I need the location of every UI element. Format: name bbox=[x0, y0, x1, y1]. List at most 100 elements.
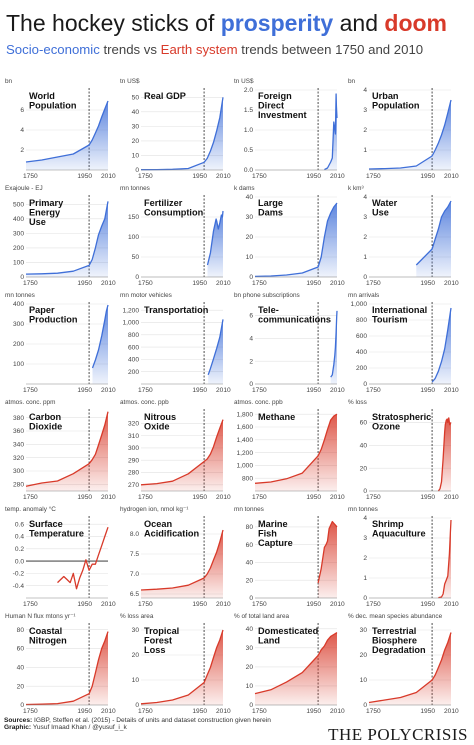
unit-label: tn US$ bbox=[234, 78, 254, 85]
y-tick-label: 290 bbox=[128, 457, 139, 464]
series-line bbox=[207, 319, 224, 376]
chart-title: Nitrogen bbox=[29, 636, 67, 646]
y-tick-label: 4 bbox=[363, 515, 367, 522]
x-tick-label: 1950 bbox=[420, 494, 435, 501]
y-tick-label: 10 bbox=[132, 677, 140, 684]
unit-label: mn tonnes bbox=[5, 292, 35, 299]
unit-label: % loss area bbox=[120, 613, 154, 620]
x-tick-label: 1950 bbox=[192, 601, 207, 608]
y-tick-label: 380 bbox=[13, 415, 24, 422]
x-tick-label: 2010 bbox=[101, 280, 116, 287]
chart-title: Dams bbox=[258, 208, 283, 218]
chart-title: International bbox=[372, 305, 427, 315]
y-tick-label: 1 bbox=[363, 147, 367, 154]
series-line bbox=[140, 419, 224, 486]
y-tick-label: 20 bbox=[246, 664, 254, 671]
x-tick-label: 1750 bbox=[23, 280, 38, 287]
y-tick-label: 310 bbox=[128, 433, 139, 440]
x-tick-label: 1750 bbox=[366, 280, 381, 287]
y-tick-label: 270 bbox=[128, 482, 139, 489]
y-tick-label: 20 bbox=[246, 234, 254, 241]
x-tick-label: 1950 bbox=[306, 601, 321, 608]
x-tick-label: 1750 bbox=[138, 280, 153, 287]
x-tick-label: 1750 bbox=[138, 173, 153, 180]
chart-panel: mn tonnes 0 1 2 3 4 1750 1950 2010 ShrimpAquacult… bbox=[348, 506, 459, 608]
chart-panel: % loss 0 20 40 60 1750 1950 2010 StratosphericOz… bbox=[348, 399, 459, 501]
y-tick-label: 2 bbox=[363, 555, 367, 562]
y-tick-label: 150 bbox=[128, 214, 139, 221]
x-tick-label: 2010 bbox=[216, 280, 231, 287]
y-tick-label: 50 bbox=[132, 94, 140, 101]
chart-panel: mn tonnes 0 20 40 60 80 1750 1950 2010 MarineFish… bbox=[234, 506, 345, 608]
page-title: The hockey sticks of prosperity and doom bbox=[6, 10, 447, 37]
x-tick-label: 1950 bbox=[306, 280, 321, 287]
x-tick-label: 2010 bbox=[216, 601, 231, 608]
chart-title: Marine bbox=[258, 519, 288, 529]
chart-title: Investment bbox=[258, 110, 307, 120]
y-tick-label: 6.5 bbox=[130, 591, 139, 598]
sources-line: Sources: IGBP, Steffen et al. (2015) - D… bbox=[4, 717, 470, 724]
y-tick-label: 2 bbox=[363, 127, 367, 134]
y-tick-label: 0 bbox=[363, 381, 367, 388]
y-tick-label: 300 bbox=[128, 445, 139, 452]
x-tick-label: 1750 bbox=[252, 280, 267, 287]
unit-label: temp. anomaly °C bbox=[5, 505, 56, 513]
x-tick-label: 1950 bbox=[77, 494, 92, 501]
y-tick-label: 0 bbox=[20, 702, 24, 709]
x-tick-label: 1750 bbox=[23, 387, 38, 394]
y-tick-label: 2 bbox=[20, 147, 24, 154]
y-tick-label: 20 bbox=[132, 138, 140, 145]
y-tick-label: 400 bbox=[13, 301, 24, 308]
y-tick-label: 60 bbox=[360, 420, 368, 427]
x-tick-label: 1950 bbox=[420, 173, 435, 180]
chart-panel: bn phone subscriptions 0 2 4 6 1750 1950 2010 Te… bbox=[234, 292, 345, 394]
series-area bbox=[369, 100, 451, 170]
y-tick-label: 100 bbox=[128, 234, 139, 241]
y-tick-label: 200 bbox=[13, 341, 24, 348]
y-tick-label: 6 bbox=[20, 107, 24, 114]
unit-label: bn bbox=[5, 78, 13, 85]
title-doom: doom bbox=[384, 10, 447, 36]
y-tick-label: 0 bbox=[249, 595, 253, 602]
y-tick-label: 40 bbox=[246, 626, 254, 633]
series-area bbox=[141, 630, 223, 705]
chart-title: Stratospheric bbox=[372, 412, 431, 422]
series-area bbox=[255, 632, 337, 705]
y-tick-label: 2 bbox=[363, 234, 367, 241]
chart-panel: temp. anomaly °C -0.4 -0.2 0.0 0.2 0.4 0.6 1750… bbox=[5, 505, 116, 608]
x-tick-label: 2010 bbox=[101, 708, 116, 715]
y-tick-label: 0 bbox=[363, 488, 367, 495]
y-tick-label: 40 bbox=[246, 560, 254, 567]
x-tick-label: 2010 bbox=[444, 494, 459, 501]
unit-label: Exajoule - EJ bbox=[5, 185, 43, 192]
chart-title: Acidification bbox=[144, 529, 200, 539]
y-tick-label: 3 bbox=[363, 107, 367, 114]
chart-title: Dioxide bbox=[29, 422, 62, 432]
unit-label: mn motor vehicles bbox=[120, 292, 172, 299]
series-line bbox=[254, 413, 338, 484]
y-tick-label: 0.2 bbox=[15, 546, 24, 553]
y-tick-label: 10 bbox=[246, 254, 254, 261]
chart-panel: Exajoule - EJ 0 100 200 300 400 500 1750 1950 201… bbox=[5, 185, 116, 287]
y-tick-label: 20 bbox=[360, 465, 368, 472]
x-tick-label: 1950 bbox=[306, 387, 321, 394]
chart-title: Terrestrial bbox=[372, 626, 416, 636]
x-tick-label: 1950 bbox=[192, 387, 207, 394]
y-tick-label: 1,000 bbox=[236, 463, 253, 470]
unit-label: atmos. conc. ppb bbox=[234, 399, 283, 406]
chart-title: Fish bbox=[258, 529, 277, 539]
x-tick-label: 1950 bbox=[192, 494, 207, 501]
sources-label: Sources: bbox=[4, 717, 33, 724]
series-area bbox=[416, 201, 451, 277]
chart-panel: atmos. conc. ppb 800 1,000 1,200 1,400 1,600 1… bbox=[234, 399, 345, 501]
x-tick-label: 2010 bbox=[330, 280, 345, 287]
series-line bbox=[431, 307, 452, 383]
y-tick-label: 0.0 bbox=[15, 558, 24, 565]
y-tick-label: 20 bbox=[360, 652, 368, 659]
y-tick-label: 40 bbox=[246, 194, 254, 201]
chart-title: Nitrous bbox=[144, 412, 176, 422]
y-tick-label: 3 bbox=[363, 214, 367, 221]
